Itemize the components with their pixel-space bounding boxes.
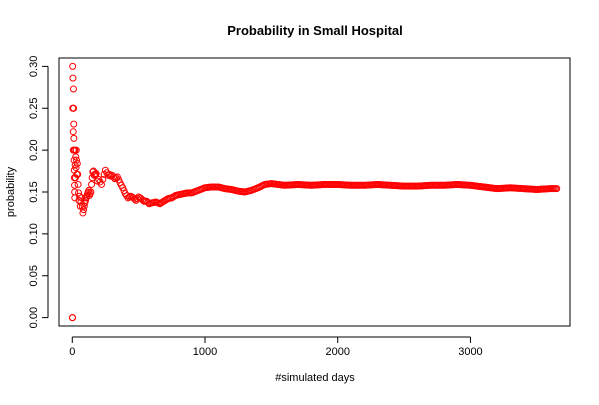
data-point — [72, 146, 80, 154]
y-tick-label: 0.20 — [28, 139, 40, 160]
y-tick-label: 0.30 — [28, 56, 40, 77]
data-point — [99, 175, 107, 183]
data-point — [69, 74, 77, 82]
data-point — [92, 170, 100, 178]
data-point — [80, 206, 88, 214]
data-point — [70, 120, 78, 128]
data-point — [97, 180, 105, 188]
chart-title: Probability in Small Hospital — [227, 23, 403, 38]
data-point — [79, 209, 87, 217]
data-point — [72, 164, 80, 172]
data-point — [90, 171, 98, 179]
data-point — [71, 181, 79, 189]
data-point — [88, 180, 96, 188]
y-tick-label: 0.00 — [28, 307, 40, 328]
plot-area-border — [58, 57, 571, 327]
y-tick-label: 0.15 — [28, 181, 40, 202]
data-point — [92, 170, 99, 178]
data-point — [69, 128, 77, 136]
data-point — [77, 198, 85, 206]
x-tick-label: 0 — [69, 346, 75, 358]
x-tick-label: 1000 — [193, 346, 217, 358]
data-point — [69, 85, 77, 93]
data-point — [74, 170, 82, 178]
data-point — [69, 314, 77, 322]
y-tick-label: 0.10 — [28, 223, 40, 244]
y-tick-label: 0.25 — [28, 98, 40, 119]
data-point — [73, 156, 81, 164]
data-point — [70, 104, 78, 112]
y-tick-label: 0.05 — [28, 265, 40, 286]
data-point — [69, 62, 77, 70]
data-point — [70, 134, 78, 142]
x-tick-label: 3000 — [458, 346, 482, 358]
data-point — [73, 160, 81, 168]
data-point — [553, 185, 561, 193]
data-point — [74, 180, 82, 188]
data-points — [68, 62, 561, 322]
x-axis: 0 1000 2000 3000 — [69, 336, 483, 358]
x-tick-label: 2000 — [325, 346, 349, 358]
data-point — [85, 186, 93, 194]
y-axis-label: probability — [5, 166, 17, 217]
data-point — [75, 189, 83, 197]
data-point — [87, 188, 95, 196]
data-point — [72, 153, 80, 161]
x-axis-label: #simulated days — [275, 372, 355, 384]
y-axis: 0.00 0.05 0.10 0.15 0.20 0.25 0.30 — [28, 56, 49, 328]
